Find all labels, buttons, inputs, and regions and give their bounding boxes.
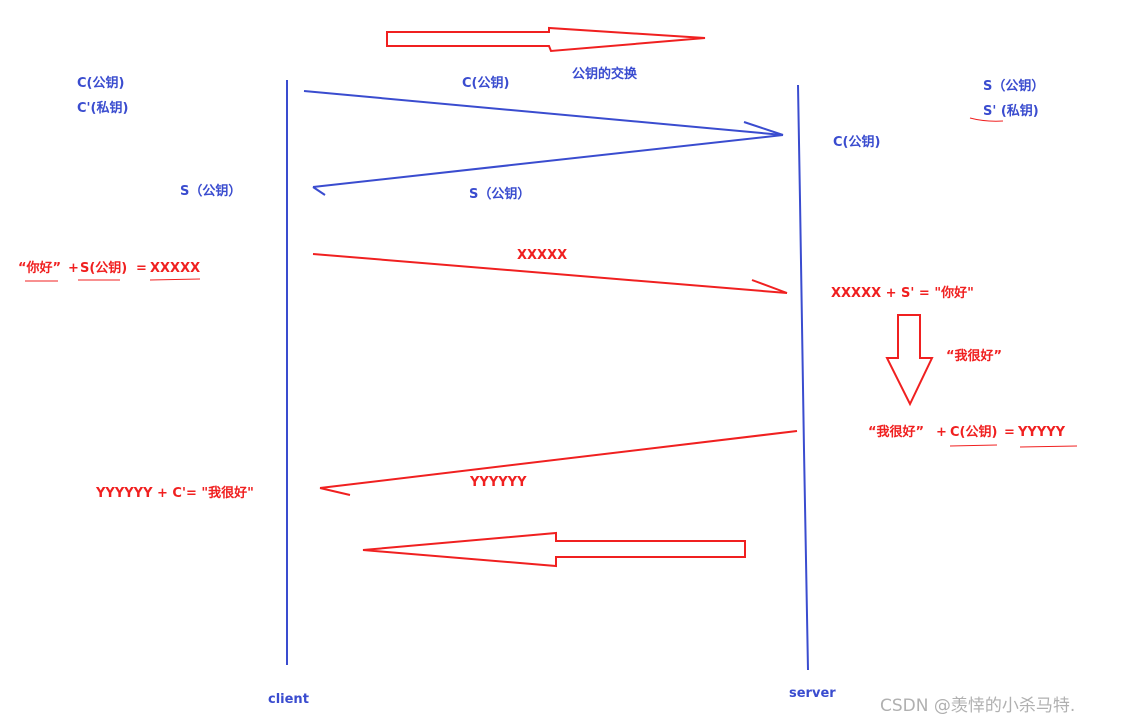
arrow-client-public-key <box>303 90 784 136</box>
server-lifeline <box>797 84 809 671</box>
client-decrypt-equation: YYYYYY + C'= "我很好" <box>95 485 254 501</box>
hollow-arrow-left <box>362 531 746 568</box>
watermark: CSDN @羡悻的小杀马特. <box>880 696 1075 716</box>
client-received-key: S（公钥） <box>180 183 241 199</box>
hollow-arrow-right <box>386 26 706 53</box>
arrow-server-public-key <box>312 134 784 196</box>
server-reply-text: “我很好” <box>946 348 1002 364</box>
hollow-arrow-down <box>885 314 934 407</box>
message-cipher-yyyyyy: YYYYYY <box>469 475 527 490</box>
message-server-key: S（公钥） <box>469 186 530 202</box>
client-encrypt-equation: “你好” + S(公钥) = XXXXX <box>18 260 200 276</box>
message-client-key: C(公钥) <box>462 75 509 91</box>
eq-key: S(公钥) <box>80 260 127 276</box>
client-public-key: C(公钥) <box>77 75 124 91</box>
server-received-key: C(公钥) <box>833 134 880 150</box>
eq-key: C(公钥) <box>950 424 997 440</box>
eq-equals: = <box>1004 425 1015 440</box>
diagram-title: 公钥的交换 <box>572 66 638 82</box>
arrow-cipher-xxxxx <box>312 253 788 294</box>
eq-plain: “你好” <box>18 260 61 276</box>
eq-plus: + <box>936 425 947 440</box>
arrow-cipher-yyyyyy <box>319 430 798 496</box>
server-decrypt-equation: XXXXX + S' = "你好" <box>831 285 974 301</box>
eq-plus: + <box>68 261 79 276</box>
server-private-key: S' (私钥) <box>983 103 1039 119</box>
eq-result: YYYYY <box>1017 425 1066 440</box>
eq-result: XXXXX <box>150 261 200 276</box>
server-public-key: S（公钥） <box>983 78 1044 94</box>
client-label: client <box>268 692 309 707</box>
server-encrypt-equation: “我很好” + C(公钥) = YYYYY <box>868 424 1066 440</box>
eq-plain: “我很好” <box>868 424 924 440</box>
client-private-key: C'(私钥) <box>77 100 128 116</box>
underlines <box>25 117 1078 448</box>
server-label: server <box>789 686 836 701</box>
eq-equals: = <box>136 261 147 276</box>
message-cipher-xxxxx: XXXXX <box>517 248 567 263</box>
